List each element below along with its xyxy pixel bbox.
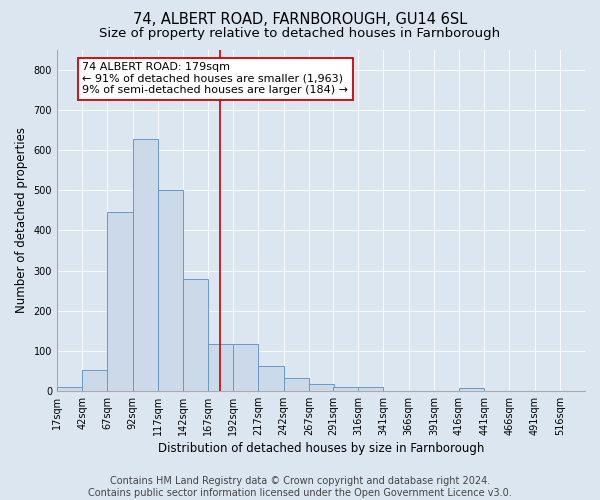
- Bar: [208, 344, 233, 391]
- Bar: [259, 366, 284, 391]
- Y-axis label: Number of detached properties: Number of detached properties: [15, 128, 28, 314]
- Bar: [233, 344, 259, 391]
- Text: 74 ALBERT ROAD: 179sqm
← 91% of detached houses are smaller (1,963)
9% of semi-d: 74 ALBERT ROAD: 179sqm ← 91% of detached…: [82, 62, 348, 95]
- Bar: [158, 190, 183, 391]
- Text: 74, ALBERT ROAD, FARNBOROUGH, GU14 6SL: 74, ALBERT ROAD, FARNBOROUGH, GU14 6SL: [133, 12, 467, 28]
- X-axis label: Distribution of detached houses by size in Farnborough: Distribution of detached houses by size …: [158, 442, 484, 455]
- Bar: [333, 387, 358, 391]
- Bar: [82, 370, 107, 391]
- Bar: [459, 388, 484, 391]
- Bar: [358, 387, 383, 391]
- Bar: [107, 212, 133, 391]
- Bar: [309, 384, 334, 391]
- Bar: [183, 280, 208, 391]
- Text: Size of property relative to detached houses in Farnborough: Size of property relative to detached ho…: [100, 28, 500, 40]
- Text: Contains HM Land Registry data © Crown copyright and database right 2024.
Contai: Contains HM Land Registry data © Crown c…: [88, 476, 512, 498]
- Bar: [284, 378, 309, 391]
- Bar: [57, 387, 82, 391]
- Bar: [133, 140, 158, 391]
